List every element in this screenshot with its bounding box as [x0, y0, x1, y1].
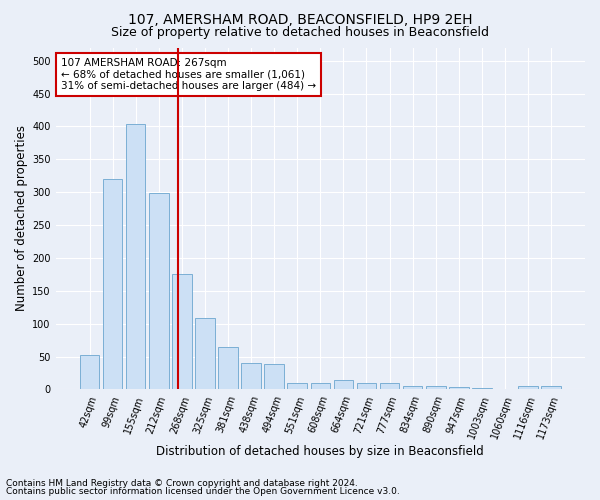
Text: 107, AMERSHAM ROAD, BEACONSFIELD, HP9 2EH: 107, AMERSHAM ROAD, BEACONSFIELD, HP9 2E… — [128, 12, 472, 26]
Text: Contains public sector information licensed under the Open Government Licence v3: Contains public sector information licen… — [6, 487, 400, 496]
Bar — [126, 124, 145, 390]
Text: Contains HM Land Registry data © Crown copyright and database right 2024.: Contains HM Land Registry data © Crown c… — [6, 478, 358, 488]
Bar — [449, 388, 469, 390]
Bar — [380, 384, 400, 390]
Bar — [195, 318, 215, 390]
Bar — [541, 386, 561, 390]
Bar — [472, 388, 491, 390]
Bar — [311, 383, 330, 390]
Text: Size of property relative to detached houses in Beaconsfield: Size of property relative to detached ho… — [111, 26, 489, 39]
Bar — [172, 274, 191, 390]
Bar — [103, 179, 122, 390]
Bar — [356, 383, 376, 390]
Bar — [426, 386, 446, 390]
Text: 107 AMERSHAM ROAD: 267sqm
← 68% of detached houses are smaller (1,061)
31% of se: 107 AMERSHAM ROAD: 267sqm ← 68% of detac… — [61, 58, 316, 91]
Bar — [80, 354, 100, 390]
Bar — [334, 380, 353, 390]
X-axis label: Distribution of detached houses by size in Beaconsfield: Distribution of detached houses by size … — [157, 444, 484, 458]
Bar — [518, 386, 538, 390]
Bar — [218, 346, 238, 390]
Bar — [403, 386, 422, 390]
Y-axis label: Number of detached properties: Number of detached properties — [15, 126, 28, 312]
Bar — [149, 194, 169, 390]
Bar — [265, 364, 284, 390]
Bar — [241, 363, 261, 390]
Bar — [287, 383, 307, 390]
